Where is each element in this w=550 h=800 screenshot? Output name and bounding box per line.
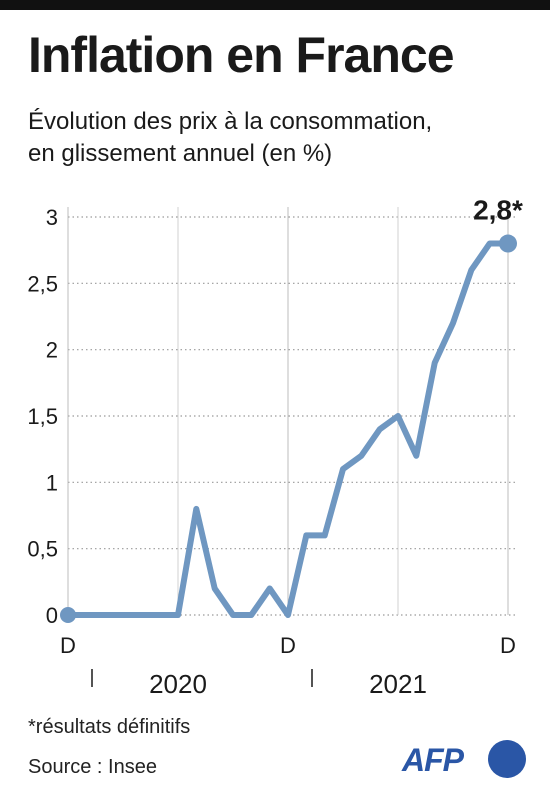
data-points: [60, 234, 517, 623]
series-line: [65, 240, 511, 618]
y-tick-label: 3: [46, 205, 58, 230]
x-axis-ticks: D D D 2020 2021: [60, 633, 516, 699]
chart-subtitle: Évolution des prix à la consommation, en…: [28, 106, 432, 170]
source-text: Source : Insee: [28, 756, 157, 778]
y-tick-label: 1,5: [27, 404, 58, 429]
x-tick-label: D: [60, 633, 76, 658]
afp-logo-dot: [488, 740, 526, 778]
end-point: [499, 234, 517, 253]
year-label: 2020: [149, 669, 207, 699]
y-tick-label: 0,5: [27, 537, 58, 562]
y-tick-label: 2,5: [27, 271, 58, 296]
y-tick-label: 0: [46, 603, 58, 628]
inflation-line-chart: 0 0,5 1 1,5 2 2,5 3 D D D 2020 2021 2,8*: [27, 195, 523, 699]
last-value-annotation: 2,8*: [473, 195, 523, 226]
start-point: [60, 607, 76, 623]
x-tick-label: D: [280, 633, 296, 658]
y-tick-label: 1: [46, 470, 58, 495]
year-label: 2021: [369, 669, 427, 699]
subtitle-line-2: en glissement annuel (en %): [28, 140, 333, 167]
footnote: *résultats définitifs: [28, 716, 191, 738]
afp-logo: AFP: [402, 740, 526, 780]
x-tick-label: D: [500, 633, 516, 658]
chart-title: Inflation en France: [28, 27, 455, 83]
subtitle-line-1: Évolution des prix à la consommation,: [28, 108, 433, 135]
y-tick-label: 2: [46, 338, 58, 363]
afp-logo-text: AFP: [402, 742, 464, 778]
top-rule: [0, 0, 550, 10]
grid: [67, 207, 516, 616]
y-axis-ticks: 0 0,5 1 1,5 2 2,5 3: [27, 205, 58, 628]
